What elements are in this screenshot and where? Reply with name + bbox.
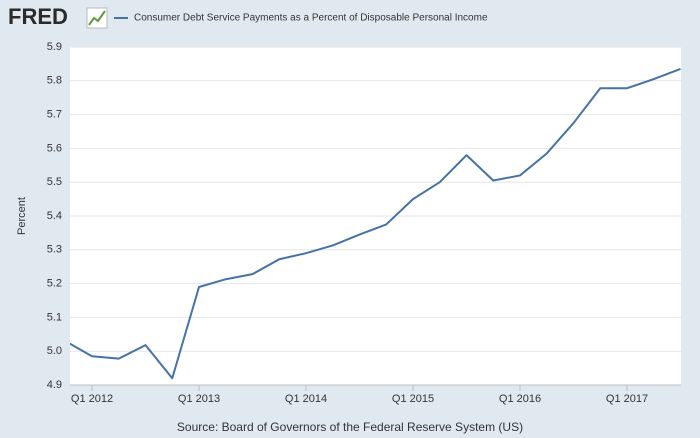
logo: FRED — [8, 4, 68, 29]
y-tick-label: 5.7 — [47, 109, 62, 121]
plot-clip — [70, 68, 681, 380]
y-tick-label: 5.1 — [47, 311, 62, 323]
x-tick-label: Q1 2014 — [285, 393, 327, 405]
x-tick-label: Q1 2012 — [71, 393, 113, 405]
y-tick-label: 5.4 — [47, 210, 62, 222]
series-line — [70, 68, 681, 380]
y-tick-label: 5.9 — [47, 41, 62, 53]
x-tick-label: Q1 2016 — [499, 393, 541, 405]
y-tick-label: 5.2 — [47, 278, 62, 290]
x-tick-label: Q1 2013 — [178, 393, 220, 405]
y-tick-label: 5.5 — [47, 176, 62, 188]
y-axis-label: Percent — [16, 197, 28, 235]
y-tick-label: 4.9 — [47, 379, 62, 391]
legend-label: Consumer Debt Service Payments as a Perc… — [134, 13, 488, 24]
y-tick-label: 5.6 — [47, 142, 62, 154]
logo-icon — [86, 7, 108, 29]
y-tick-label: 5.8 — [47, 75, 62, 87]
y-tick-label: 5.3 — [47, 244, 62, 256]
y-tick-label: 5.0 — [47, 345, 62, 357]
x-tick-label: Q1 2017 — [606, 393, 648, 405]
x-tick-label: Q1 2015 — [392, 393, 434, 405]
source: Source: Board of Governors of the Federa… — [177, 420, 523, 434]
